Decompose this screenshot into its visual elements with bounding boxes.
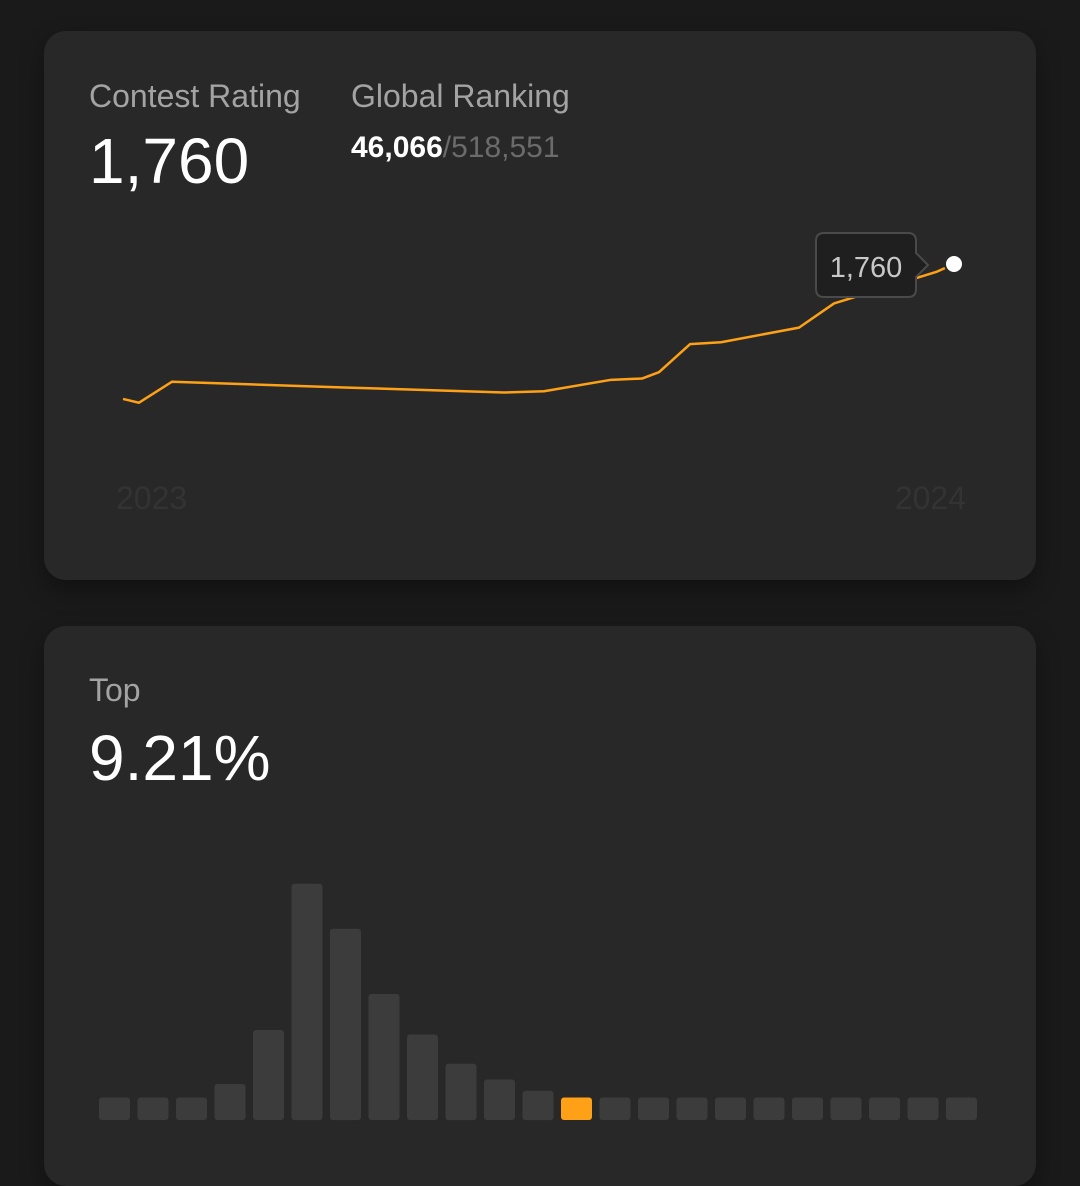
histogram-bar[interactable] (484, 1079, 515, 1121)
top-percentile-card: Top 9.21% (44, 626, 1036, 1186)
x-tick-label-2024: 2024 (895, 480, 966, 516)
histogram-bar[interactable] (137, 1097, 169, 1121)
global-ranking-current: 46,066 (351, 131, 443, 164)
rating-point[interactable] (717, 338, 725, 346)
histogram-bar[interactable] (753, 1097, 785, 1121)
top-label: Top (89, 672, 141, 708)
histogram-bar[interactable] (599, 1097, 631, 1121)
rating-point[interactable] (795, 324, 803, 332)
histogram-bar[interactable] (830, 1097, 862, 1121)
rating-current-point[interactable] (944, 254, 964, 274)
percentile-histogram[interactable] (44, 626, 1036, 1186)
rating-point[interactable] (135, 399, 143, 407)
rating-series-line (122, 262, 955, 404)
histogram-bar[interactable] (368, 994, 400, 1120)
rating-point[interactable] (540, 387, 548, 395)
rating-point[interactable] (119, 395, 127, 403)
global-ranking-value: 46,066/518,551 (351, 133, 560, 163)
histogram-bar[interactable] (715, 1097, 746, 1121)
histogram-bar[interactable] (946, 1097, 977, 1121)
rating-point[interactable] (607, 376, 615, 384)
rating-point[interactable] (686, 340, 694, 348)
histogram-bar[interactable] (792, 1097, 823, 1121)
histogram-bar[interactable] (176, 1097, 207, 1121)
rating-point[interactable] (830, 299, 838, 307)
histogram-bar[interactable] (407, 1034, 438, 1121)
rating-tooltip-value: 1,760 (830, 252, 903, 284)
rating-point[interactable] (340, 383, 348, 391)
rating-point[interactable] (933, 268, 941, 276)
rating-point[interactable] (500, 389, 508, 397)
histogram-bar[interactable] (214, 1084, 246, 1120)
histogram-bar[interactable] (445, 1063, 477, 1121)
histogram-bar[interactable] (869, 1097, 900, 1121)
contest-rating-card: Contest Rating 1,760 Global Ranking 46,0… (44, 31, 1036, 580)
rating-point[interactable] (655, 368, 663, 376)
histogram-bar[interactable] (291, 883, 323, 1121)
histogram-bar[interactable] (638, 1097, 669, 1121)
global-ranking-total: 518,551 (451, 131, 560, 164)
histogram-bar[interactable] (253, 1030, 284, 1120)
top-percentile-value: 9.21% (89, 722, 271, 794)
histogram-bar[interactable] (907, 1097, 939, 1121)
histogram-bar[interactable] (522, 1090, 554, 1121)
histogram-bar[interactable] (676, 1097, 708, 1121)
histogram-bar-current[interactable] (561, 1097, 592, 1121)
rating-point[interactable] (638, 375, 646, 383)
rating-tooltip: 1,760 (815, 232, 930, 298)
global-ranking-label: Global Ranking (351, 78, 570, 114)
histogram-bar[interactable] (99, 1097, 130, 1121)
x-tick-label-2023: 2023 (116, 480, 187, 516)
rating-line-chart[interactable]: 1,760 2023 2024 (44, 31, 1036, 580)
contest-rating-label: Contest Rating (89, 78, 301, 114)
contest-rating-value: 1,760 (89, 125, 250, 197)
rating-point[interactable] (168, 378, 176, 386)
histogram-bar[interactable] (330, 928, 361, 1121)
global-ranking-separator: / (442, 131, 452, 164)
